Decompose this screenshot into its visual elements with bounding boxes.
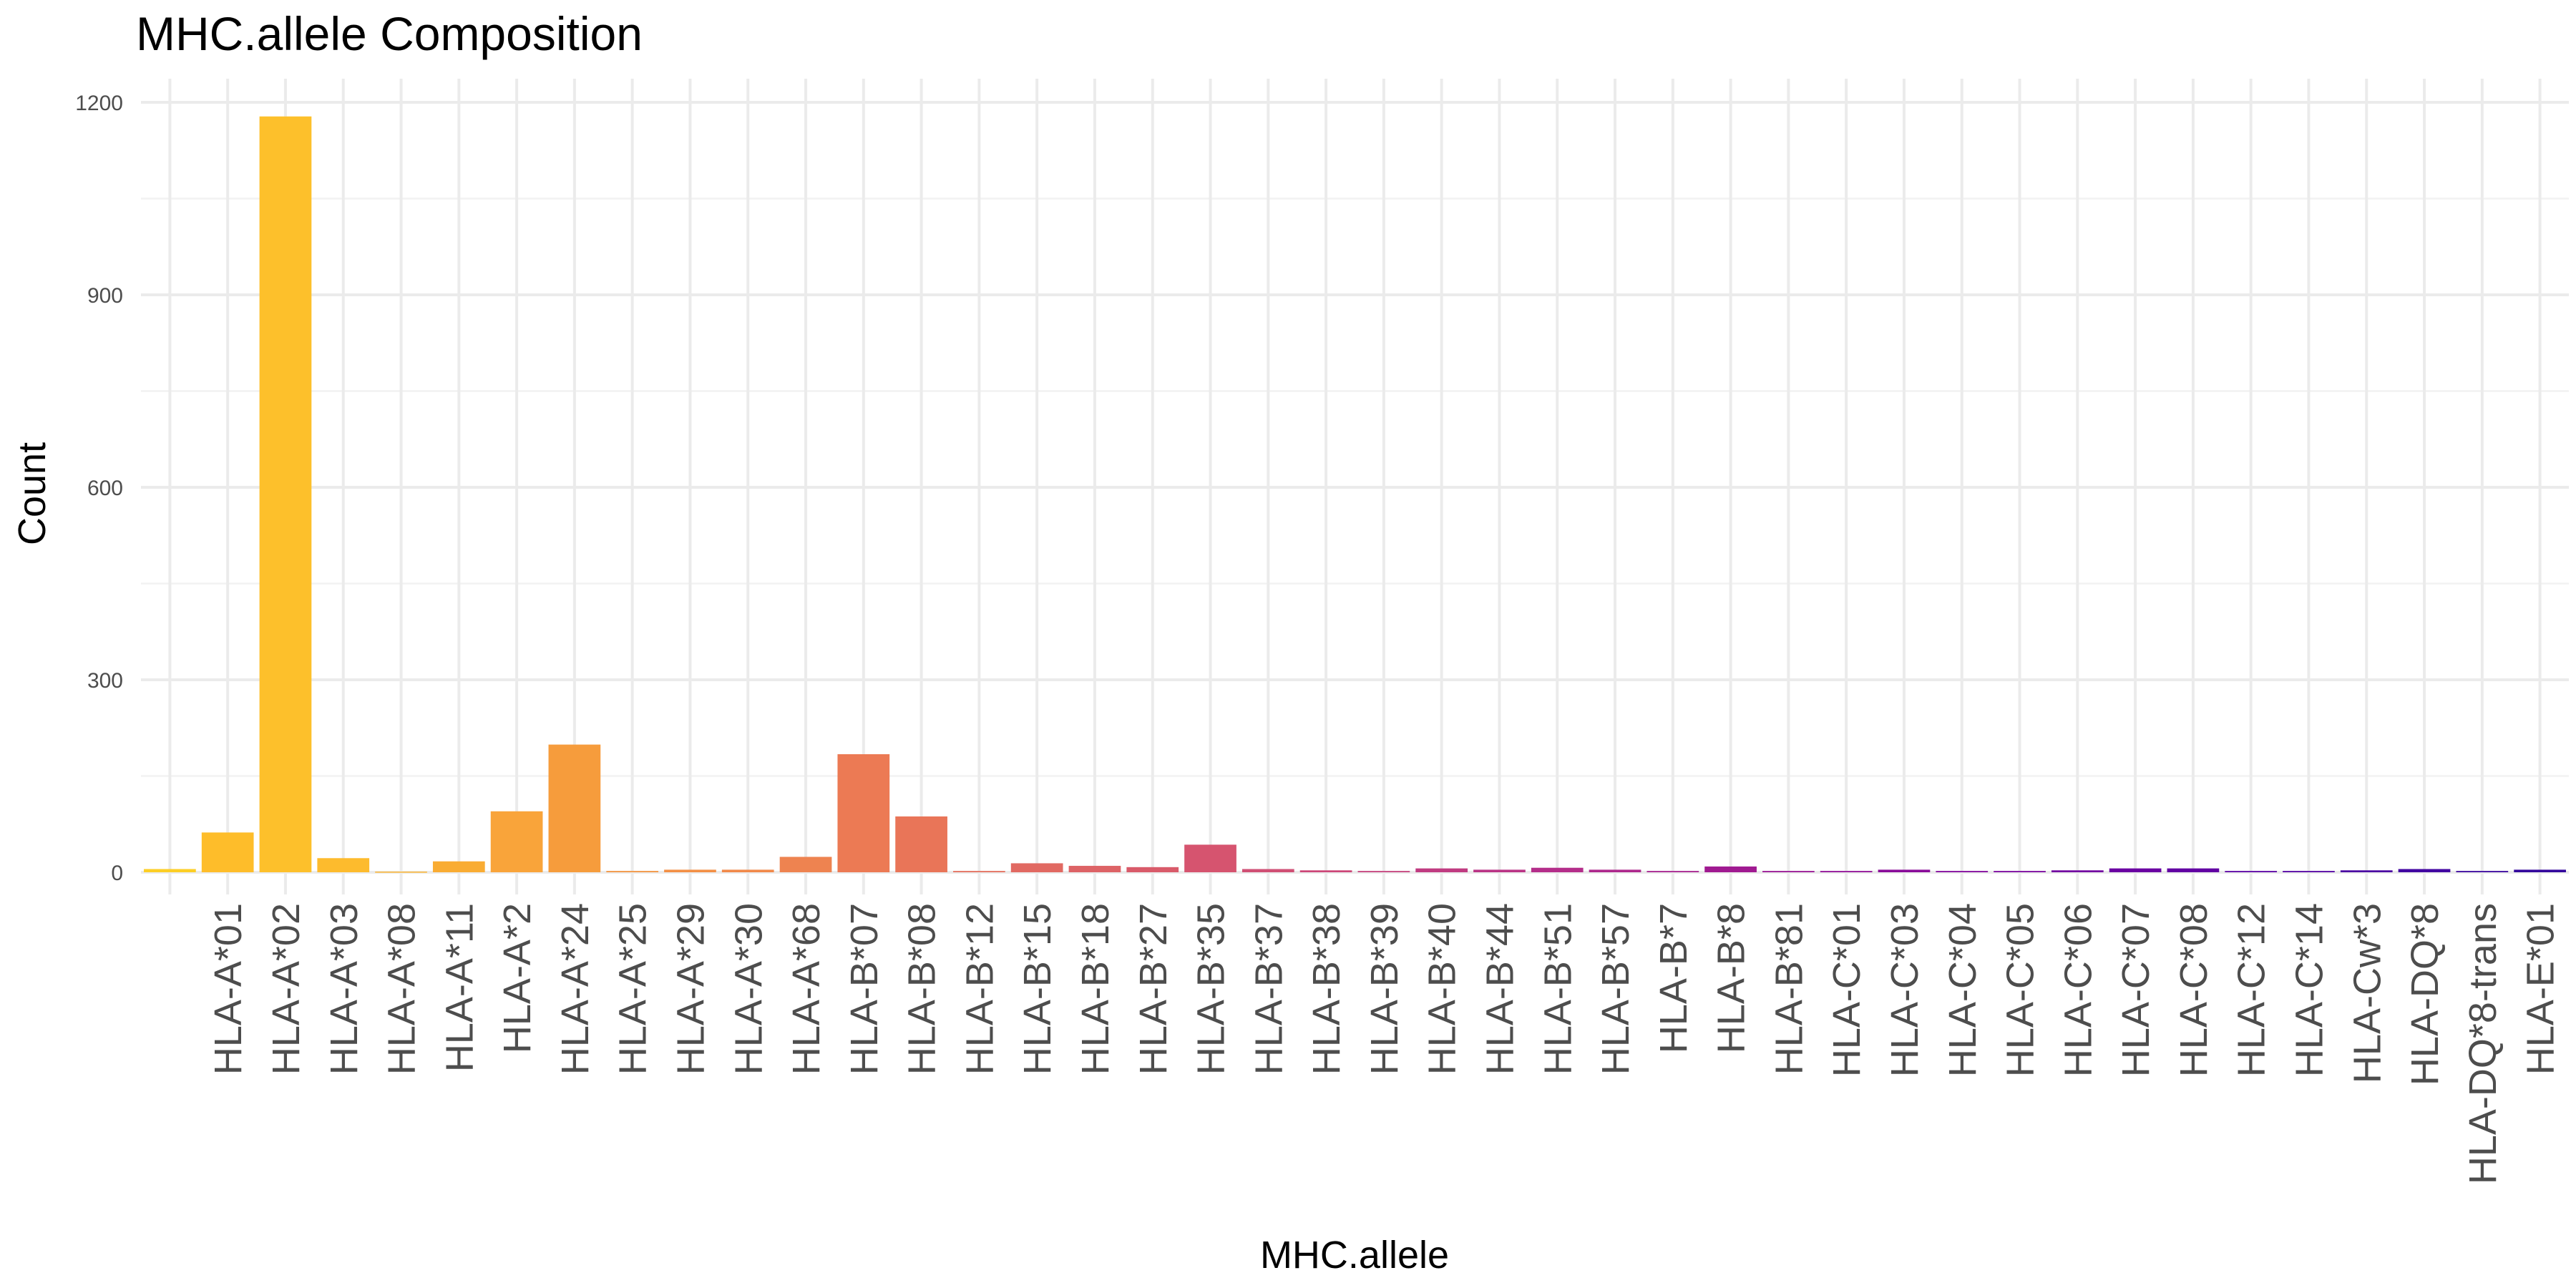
bar xyxy=(1184,844,1236,872)
x-tick-label: HLA-A*08 xyxy=(381,903,424,1075)
bar xyxy=(1820,871,1873,872)
bar xyxy=(1646,871,1699,872)
bar xyxy=(2051,870,2104,872)
grid-lines xyxy=(141,79,2569,894)
x-tick-label: HLA-A*29 xyxy=(669,903,712,1075)
x-tick-label: HLA-B*8 xyxy=(1710,903,1753,1053)
x-tick-label: HLA-A*2 xyxy=(496,903,539,1053)
bar xyxy=(2109,868,2162,872)
bar xyxy=(895,816,947,872)
x-tick-label: HLA-A*68 xyxy=(785,903,828,1075)
bar xyxy=(1531,867,1584,872)
bar xyxy=(2514,869,2566,872)
x-tick-label: HLA-C*03 xyxy=(1883,903,1926,1077)
bar xyxy=(2225,871,2278,872)
bar xyxy=(375,872,427,873)
bar xyxy=(1762,871,1815,872)
bar xyxy=(2283,871,2335,872)
bar xyxy=(1878,869,1931,872)
x-tick-label: HLA-B*12 xyxy=(958,903,1001,1075)
x-tick-label: HLA-B*15 xyxy=(1016,903,1059,1075)
bar xyxy=(1357,871,1410,872)
bar xyxy=(1241,869,1294,872)
bar xyxy=(1936,871,1989,872)
x-tick-label: HLA-A*02 xyxy=(265,903,308,1075)
x-tick-label: HLA-B*40 xyxy=(1421,903,1464,1075)
bar xyxy=(432,861,485,872)
bar xyxy=(1994,871,2046,872)
x-tick-label: HLA-C*06 xyxy=(2057,903,2099,1077)
y-axis-ticks: 0 300 600 900 1200 xyxy=(75,92,123,885)
x-tick-label: HLA-C*12 xyxy=(2230,903,2273,1077)
x-tick-label: HLA-B*51 xyxy=(1536,903,1579,1075)
y-tick-label: 300 xyxy=(87,669,123,693)
bar xyxy=(317,858,370,872)
y-tick-label: 1200 xyxy=(75,92,123,115)
x-tick-label: HLA-A*01 xyxy=(207,903,250,1075)
y-tick-label: 600 xyxy=(87,477,123,500)
bar xyxy=(1473,869,1526,872)
x-tick-label: HLA-B*57 xyxy=(1594,903,1637,1075)
x-tick-label: HLA-DQ*8 xyxy=(2404,903,2446,1085)
bar xyxy=(1704,866,1757,872)
x-tick-label: HLA-B*39 xyxy=(1363,903,1406,1075)
bar xyxy=(2340,870,2393,872)
x-tick-label: HLA-A*25 xyxy=(612,903,655,1075)
bar xyxy=(1415,868,1468,872)
x-tick-label: HLA-DQ*8-trans xyxy=(2462,903,2504,1184)
x-tick-label: HLA-B*38 xyxy=(1305,903,1348,1075)
bar xyxy=(490,811,543,872)
bar xyxy=(2398,869,2451,872)
x-tick-label: HLA-B*37 xyxy=(1247,903,1290,1075)
bar xyxy=(953,871,1005,872)
x-tick-label: HLA-B*35 xyxy=(1190,903,1233,1075)
x-tick-label: HLA-A*30 xyxy=(727,903,770,1075)
x-tick-label: HLA-B*81 xyxy=(1767,903,1810,1075)
x-tick-label: HLA-C*05 xyxy=(1999,903,2042,1077)
x-tick-label: HLA-B*18 xyxy=(1074,903,1117,1075)
y-axis-title: Count xyxy=(11,442,54,545)
x-tick-label: HLA-B*07 xyxy=(843,903,886,1075)
x-tick-label: HLA-B*7 xyxy=(1652,903,1695,1053)
bar xyxy=(606,871,659,872)
x-tick-label: HLA-Cw*3 xyxy=(2346,903,2389,1083)
x-tick-label: HLA-E*01 xyxy=(2519,903,2562,1075)
bar xyxy=(837,754,890,872)
x-axis-title: MHC.allele xyxy=(1260,1234,1449,1277)
bar xyxy=(548,744,601,872)
bar xyxy=(144,869,196,872)
bar xyxy=(1299,870,1352,872)
x-tick-label: HLA-B*44 xyxy=(1478,903,1521,1075)
x-axis-ticks: HLA-A*01 HLA-A*02 HLA-A*03 HLA-A*08 HLA-A*11… xyxy=(207,903,2562,1184)
x-tick-label: HLA-C*08 xyxy=(2172,903,2215,1077)
bar xyxy=(201,832,254,872)
x-tick-label: HLA-C*01 xyxy=(1825,903,1868,1077)
bar xyxy=(1589,869,1641,872)
x-tick-label: HLA-A*03 xyxy=(323,903,366,1075)
bar xyxy=(1126,867,1179,872)
x-tick-label: HLA-C*04 xyxy=(1941,903,1984,1077)
x-tick-label: HLA-B*27 xyxy=(1132,903,1175,1075)
x-tick-label: HLA-C*07 xyxy=(2114,903,2157,1077)
x-tick-label: HLA-C*14 xyxy=(2288,903,2331,1077)
bar xyxy=(779,857,832,872)
x-tick-label: HLA-A*11 xyxy=(438,903,481,1072)
x-tick-label: HLA-B*08 xyxy=(901,903,944,1075)
bar xyxy=(1068,866,1121,872)
bar xyxy=(2167,868,2220,872)
bars xyxy=(144,116,2566,873)
bar xyxy=(1010,863,1063,872)
bar xyxy=(664,869,716,872)
bar xyxy=(721,869,774,872)
y-tick-label: 0 xyxy=(111,862,123,885)
bar xyxy=(259,116,312,872)
bar xyxy=(2456,871,2509,872)
chart-title: MHC.allele Composition xyxy=(136,7,643,60)
y-tick-label: 900 xyxy=(87,284,123,308)
x-tick-label: HLA-A*24 xyxy=(554,903,597,1075)
